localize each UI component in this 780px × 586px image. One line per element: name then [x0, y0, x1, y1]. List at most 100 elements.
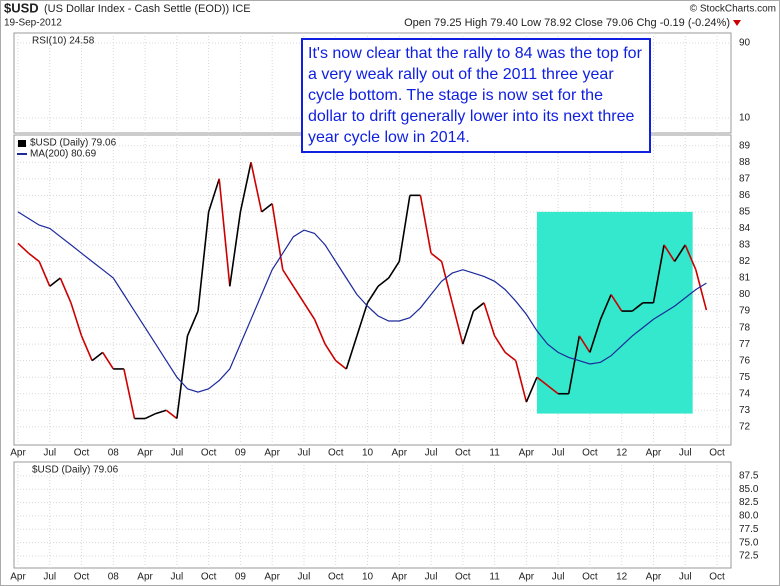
x-tick-label: Jul — [552, 448, 565, 459]
price-segment — [165, 409, 178, 420]
price-segment — [514, 360, 528, 403]
quote: Open 79.25 High 79.40 Low 78.92 Close 79… — [404, 17, 730, 29]
x-tick-label: Apr — [519, 448, 535, 459]
copyright: © StockCharts.com — [690, 4, 776, 15]
price-segment — [547, 384, 559, 395]
x-tick-label: Jul — [552, 572, 565, 583]
panel-title: RSI(10) 24.58 — [32, 36, 95, 47]
x-tick-label: Oct — [455, 572, 471, 583]
x-tick-label: Oct — [74, 572, 90, 583]
y-tick-label: 80 — [739, 289, 751, 300]
price-segment — [366, 285, 379, 304]
x-tick-label: 08 — [108, 448, 120, 459]
x-tick-label: Apr — [519, 572, 535, 583]
price-segment — [59, 277, 72, 304]
annotation: It's now clear that the rally to 84 was … — [301, 38, 651, 153]
down-triangle — [733, 20, 741, 26]
price-segment — [695, 269, 708, 311]
y-tick-label: 72 — [739, 421, 751, 432]
x-tick-label: Jul — [425, 448, 438, 459]
price-segment — [271, 203, 284, 270]
price-segment — [144, 412, 157, 420]
price-segment — [335, 360, 347, 370]
panel-frame — [13, 461, 732, 569]
y-tick-label: 87.5 — [739, 471, 759, 482]
y-tick-label: 88 — [739, 157, 751, 168]
x-tick-label: 11 — [489, 448, 500, 459]
price-segment — [239, 162, 252, 213]
price-segment — [229, 211, 242, 287]
price-segment — [673, 244, 686, 262]
x-tick-label: Oct — [74, 448, 90, 459]
price-segment — [610, 294, 623, 312]
price-segment — [17, 242, 30, 254]
y-tick-label: 74 — [739, 388, 751, 399]
y-tick-label: 75 — [739, 372, 751, 383]
x-tick-label: 11 — [489, 572, 500, 583]
x-tick-label: Jul — [170, 448, 183, 459]
price-segment — [70, 302, 83, 337]
price-segment — [504, 351, 517, 362]
symbol: $USD — [4, 0, 39, 15]
x-tick-label: Jul — [170, 572, 183, 583]
x-tick-label: Apr — [10, 448, 26, 459]
price-segment — [684, 244, 697, 271]
x-tick-label: Oct — [709, 572, 725, 583]
x-tick-label: Apr — [137, 448, 153, 459]
y-tick-label: 85.0 — [739, 484, 759, 495]
x-tick-label: Apr — [264, 572, 280, 583]
x-tick-label: Apr — [10, 572, 26, 583]
price-segment — [250, 162, 263, 213]
price-segment — [472, 302, 485, 312]
y-tick-label: 10 — [739, 113, 751, 124]
price-segment — [345, 335, 358, 370]
price-segment — [430, 252, 443, 263]
x-tick-label: Jul — [679, 448, 692, 459]
y-tick-label: 89 — [739, 140, 751, 151]
price-segment — [218, 178, 231, 287]
price-segment — [282, 269, 295, 287]
x-tick-label: Jul — [43, 572, 56, 583]
price-segment — [197, 211, 210, 312]
x-tick-label: Oct — [328, 572, 344, 583]
x-tick-label: 12 — [616, 572, 628, 583]
y-tick-label: 77 — [739, 339, 751, 350]
x-tick-label: Apr — [646, 572, 662, 583]
legend-label: MA(200) 80.69 — [30, 149, 97, 160]
price-segment — [356, 302, 369, 337]
price-segment — [377, 277, 390, 287]
y-tick-label: 80.0 — [739, 511, 759, 522]
x-tick-label: 09 — [235, 448, 247, 459]
y-tick-label: 76 — [739, 355, 751, 366]
x-tick-label: Oct — [709, 448, 725, 459]
price-segment — [38, 261, 51, 287]
y-tick-label: 87 — [739, 173, 751, 184]
price-segment — [49, 277, 61, 287]
y-tick-label: 82.5 — [739, 497, 759, 508]
price-segment — [462, 310, 475, 345]
y-tick-label: 85 — [739, 207, 751, 218]
x-tick-label: 10 — [362, 572, 374, 583]
price-segment — [536, 376, 549, 387]
price-segment — [91, 351, 104, 362]
x-tick-label: 08 — [108, 572, 120, 583]
price-segment — [589, 319, 602, 353]
price-segment — [398, 195, 411, 262]
y-tick-label: 82 — [739, 256, 751, 267]
date: 19-Sep-2012 — [4, 18, 62, 29]
price-segment — [599, 294, 612, 320]
x-tick-label: Jul — [298, 572, 311, 583]
x-tick-label: Oct — [582, 448, 598, 459]
price-segment — [303, 302, 316, 320]
price-segment — [483, 302, 496, 337]
legend-swatch — [18, 140, 26, 147]
x-tick-label: 12 — [616, 448, 628, 459]
price-segment — [102, 351, 114, 370]
y-tick-label: 83 — [739, 240, 751, 251]
y-tick-label: 86 — [739, 190, 751, 201]
price-segment — [631, 302, 644, 312]
price-segment — [663, 244, 676, 262]
x-tick-label: Oct — [582, 572, 598, 583]
price-segment — [652, 244, 665, 303]
